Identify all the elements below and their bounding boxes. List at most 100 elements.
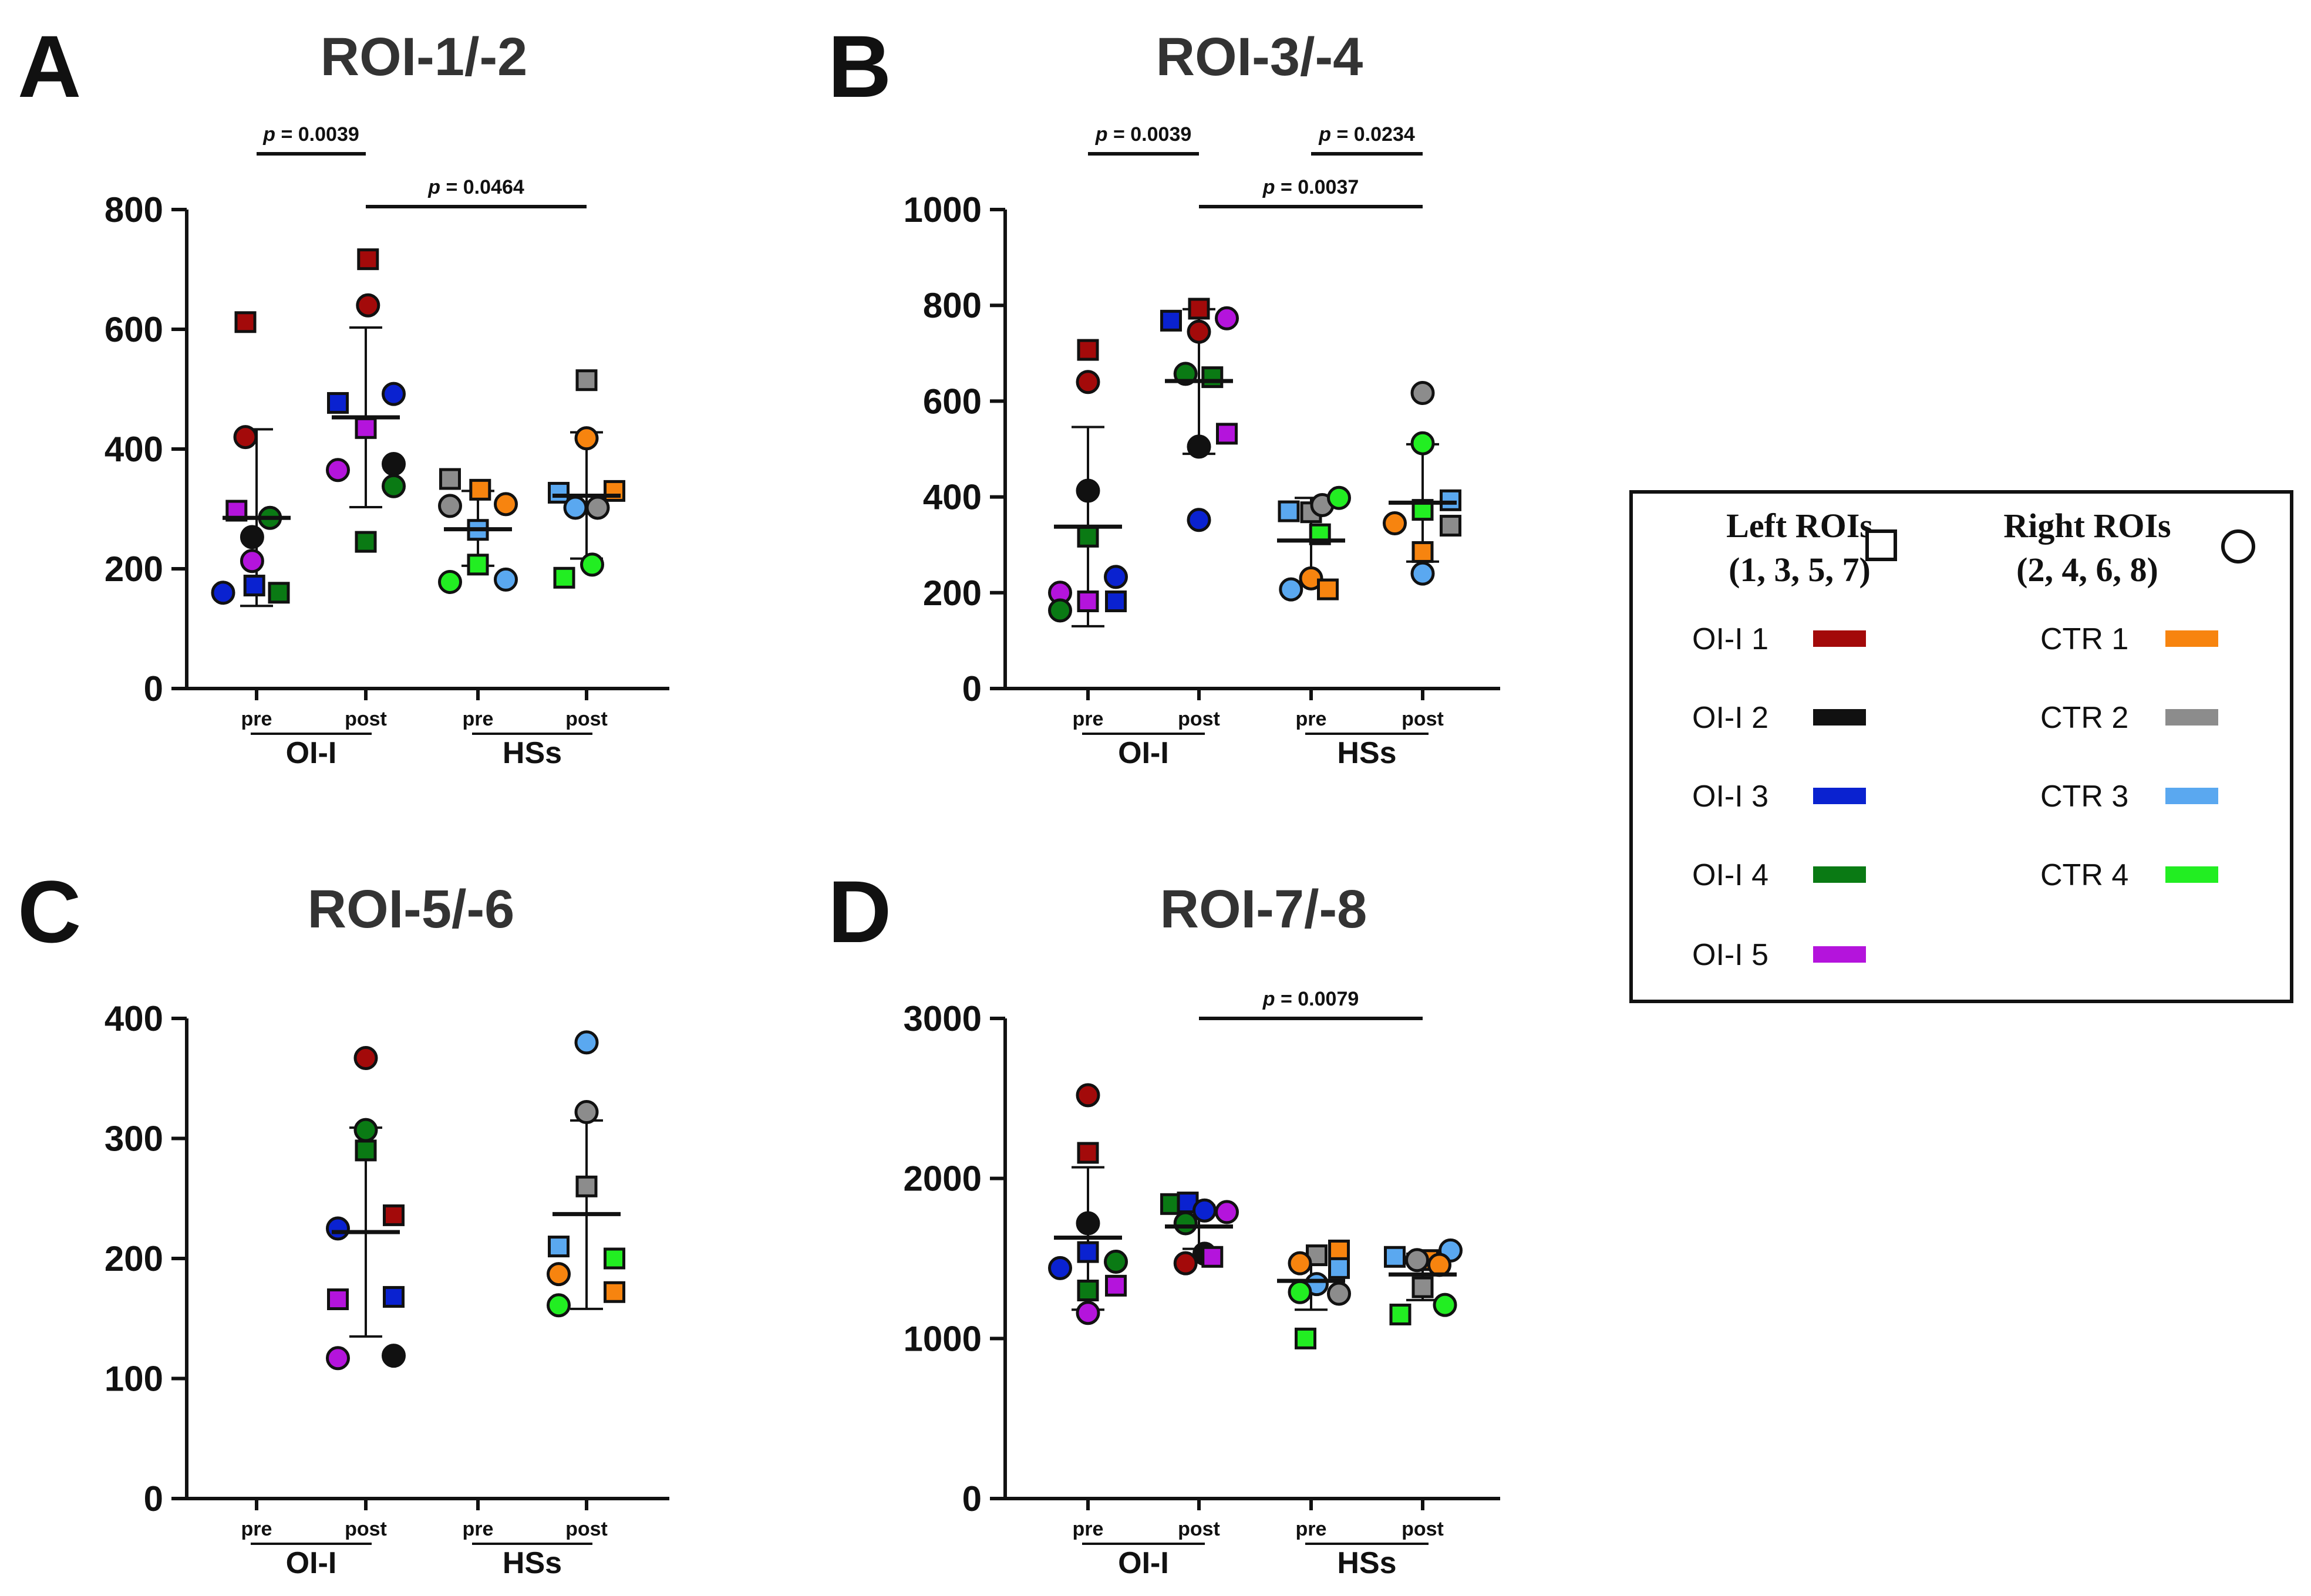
data-point-square (1077, 1241, 1099, 1263)
data-point-square (1328, 1257, 1350, 1279)
legend-right-header: Right ROIs (2003, 507, 2171, 545)
p-value-label: p = 0.0039 (262, 123, 359, 146)
data-point-circle (574, 1030, 599, 1055)
data-point-circle (240, 549, 264, 573)
data-point-circle (1076, 1301, 1100, 1325)
data-point-square (1317, 578, 1339, 600)
panel-letter: C (18, 862, 81, 961)
panel-letter: D (828, 862, 891, 961)
p-value: = 0.0039 (275, 123, 359, 146)
data-point-circle (326, 458, 350, 482)
data-point-circle (382, 452, 406, 476)
p-value: = 0.0037 (1275, 176, 1359, 198)
p-value-label: p = 0.0037 (1262, 176, 1359, 198)
y-tick-label: 600 (923, 382, 982, 421)
x-tick-label: pre (1296, 1518, 1327, 1540)
y-tick-label: 800 (105, 190, 163, 230)
data-point-circle (1288, 1280, 1312, 1304)
panels: A ROI-1/-2 0 200 400 600 800 pre post pre post OI-I… (18, 17, 1500, 1580)
data-point-square (467, 554, 489, 576)
data-point-square (1160, 309, 1182, 332)
group-label: HSs (1337, 736, 1396, 770)
group-label: OI-I (286, 1546, 337, 1580)
data-point-square (268, 582, 290, 604)
panel-d: D ROI-7/-8 0 1000 2000 3000 pre post pre post OI-I… (828, 862, 1500, 1580)
legend-entry-label: CTR 3 (2040, 780, 2128, 814)
data-point-circle (1076, 1211, 1100, 1236)
group-label: HSs (503, 1546, 562, 1580)
legend-entry-label: CTR 1 (2040, 622, 2128, 656)
x-tick-label: post (1402, 1518, 1444, 1540)
data-point-square (234, 311, 257, 333)
data-point-circle (1327, 1281, 1351, 1306)
data-point-square (548, 1236, 570, 1258)
legend-entry-label: OI-I 5 (1692, 938, 1768, 972)
data-point-square (327, 1288, 349, 1311)
panel-letter: B (828, 17, 891, 116)
data-point-circle (1187, 319, 1211, 344)
x-tick-label: post (565, 708, 608, 730)
y-tick-label: 200 (105, 549, 163, 589)
data-point-circle (1173, 1211, 1198, 1236)
y-tick-label: 400 (105, 999, 163, 1038)
data-point-circle (211, 581, 235, 605)
legend-entry-label: OI-I 1 (1692, 622, 1768, 656)
legend-right-subheader: (2, 4, 6, 8) (2016, 551, 2158, 589)
data-point-circle (574, 426, 599, 451)
data-point-square (355, 1139, 377, 1162)
data-point-circle (1410, 431, 1435, 455)
p-value: = 0.0234 (1331, 123, 1415, 146)
data-point-square (439, 468, 461, 490)
data-point-circle (438, 494, 462, 518)
x-tick-label: post (1402, 708, 1444, 730)
data-point-circle (547, 1293, 571, 1318)
p-value: = 0.0039 (1108, 123, 1192, 146)
data-point-square (1295, 1327, 1316, 1349)
data-point-square (1077, 339, 1099, 361)
group-label: HSs (503, 736, 562, 770)
data-point-circle (1327, 485, 1351, 510)
data-point-circle (382, 382, 406, 406)
data-point-circle (326, 1216, 350, 1241)
legend-swatch (1813, 946, 1866, 963)
data-point-square (1389, 1303, 1411, 1325)
data-point-circle (1076, 478, 1100, 503)
x-tick-label: post (345, 1518, 387, 1540)
p-symbol: p (1318, 123, 1331, 146)
data-point-circle (382, 474, 406, 498)
data-point-circle (1215, 306, 1239, 330)
data-point-square (1188, 298, 1210, 320)
data-point-circle (1187, 508, 1211, 532)
data-point-circle (1410, 561, 1435, 586)
x-tick-label: pre (1296, 708, 1327, 730)
data-point-square (355, 417, 377, 439)
data-point-circle (353, 1045, 378, 1070)
p-value: = 0.0079 (1275, 988, 1359, 1010)
data-point-square (1077, 590, 1099, 612)
data-point-square (553, 566, 575, 589)
data-point-square (1440, 489, 1461, 511)
legend-swatch (1813, 630, 1866, 647)
data-point-circle (1048, 598, 1072, 623)
data-point-square (243, 575, 265, 597)
y-tick-label: 800 (923, 286, 982, 325)
panel-title: ROI-1/-2 (321, 27, 528, 87)
group-label: OI-I (1118, 736, 1169, 770)
data-point-square (383, 1285, 405, 1308)
data-point-circle (580, 552, 604, 577)
data-point-circle (1192, 1198, 1217, 1223)
x-tick-label: post (565, 1518, 608, 1540)
p-value-label: p = 0.0464 (427, 176, 524, 198)
legend-left-header: Left ROIs (1726, 507, 1873, 545)
data-point-circle (1076, 1083, 1100, 1108)
legend-circle-icon (2221, 529, 2255, 564)
x-tick-label: pre (463, 1518, 494, 1540)
x-tick-label: post (1178, 1518, 1220, 1540)
legend-left-subheader: (1, 3, 5, 7) (1729, 551, 1871, 589)
data-point-circle (574, 1100, 599, 1125)
data-point-square (1440, 515, 1461, 537)
data-point-circle (1104, 1249, 1128, 1274)
data-point-circle (1104, 565, 1128, 589)
x-tick-label: pre (241, 1518, 272, 1540)
